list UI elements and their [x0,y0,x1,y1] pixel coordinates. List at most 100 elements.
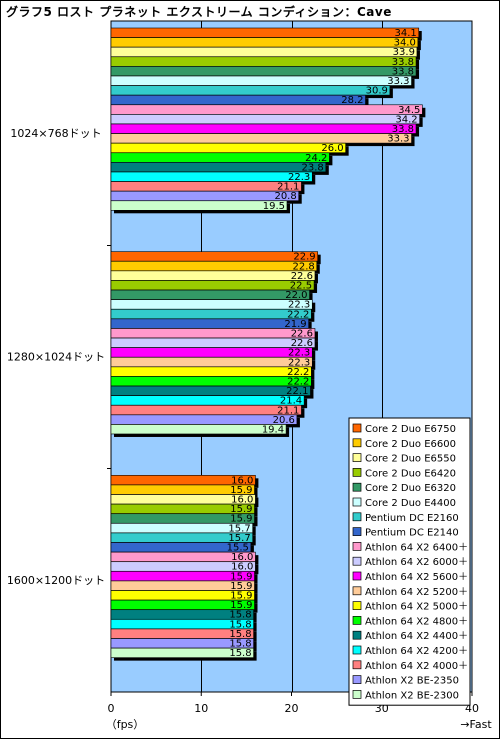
data-label: 22.1 [286,386,308,397]
bar [110,366,312,377]
bar [110,270,316,281]
bar [110,114,420,125]
bar [110,404,302,416]
bar [110,385,311,396]
data-label: 22.3 [288,172,310,183]
bar [110,46,418,58]
data-label: 15.9 [230,571,252,582]
bar [110,414,298,425]
legend-box [348,417,471,706]
data-label: 22.2 [287,376,309,387]
legend-swatch [352,571,362,581]
data-label: 15.9 [230,581,252,592]
legend-label: Core 2 Duo E6750 [365,424,456,435]
data-label: 21.4 [280,396,302,407]
data-label: 33.3 [387,134,409,145]
data-label: 22.3 [288,357,310,368]
bar [110,152,330,163]
data-label: 15.9 [230,514,252,525]
data-label: 22.9 [293,252,315,263]
data-label: 15.9 [230,600,252,611]
bar [110,289,310,300]
legend-swatch [352,690,362,699]
data-label: 24.2 [305,153,327,164]
legend-label: Athlon 64 X2 4400＋ [365,631,468,642]
legend-swatch [352,660,362,670]
data-label: 16.0 [231,475,253,486]
bar [110,424,287,435]
bar [110,37,419,48]
bar [110,56,417,67]
bar [110,356,313,368]
legend-swatch [352,542,362,551]
legend-label: Core 2 Duo E6420 [365,468,456,479]
data-label: 33.8 [392,66,414,77]
bar [110,75,412,86]
data-label: 15.7 [228,523,250,534]
legend-label: Core 2 Duo E4400 [365,498,456,509]
x-tick-label: 10 [194,702,208,715]
data-label: 15.7 [228,533,250,544]
legend-swatch [352,527,362,536]
data-label: 22.3 [288,348,310,359]
legend-label: Athlon 64 X2 4200＋ [365,646,468,657]
data-label: 34.5 [398,105,420,116]
legend-swatch [352,630,362,640]
data-label: 22.6 [291,271,313,282]
x-tick-label: 20 [285,702,299,715]
category-label: 1600×1200ドット [7,574,105,587]
data-label: 33.8 [392,124,414,135]
legend-label: Athlon 64 X2 5200＋ [365,587,468,598]
bar [110,328,316,339]
data-label: 15.5 [227,543,249,554]
data-label: 19.5 [263,201,285,212]
data-label: 33.3 [387,76,409,87]
bar [110,133,412,144]
data-label: 21.9 [284,319,306,330]
data-label: 16.0 [231,552,253,563]
bar [110,190,300,201]
data-label: 21.1 [277,182,299,193]
data-label: 15.8 [229,639,251,650]
legend-label: Athlon 64 X2 6000＋ [365,557,468,568]
bar [110,200,288,211]
bar [110,85,391,96]
legend-label: Core 2 Duo E6550 [365,454,456,465]
x-axis-label: （fps） [106,718,145,731]
legend-label: Athlon X2 BE-2350 [365,676,459,687]
bar [110,376,312,387]
legend-swatch [352,601,362,610]
legend-swatch [352,453,362,462]
legend-swatch [352,423,362,433]
legend-swatch [352,497,362,507]
bar [110,318,309,329]
data-label: 22.2 [287,367,309,378]
bar [110,94,366,105]
category-label: 1280×1024ドット [7,351,105,364]
bar [110,66,417,77]
data-label: 28.2 [341,95,363,106]
legend-label: Athlon 64 X2 4000＋ [365,661,468,672]
data-label: 21.1 [277,405,299,416]
data-label: 22.5 [290,280,312,291]
data-label: 15.8 [229,610,251,621]
bar [110,280,315,291]
bar [110,260,318,272]
bar [110,308,312,320]
legend-swatch [352,438,362,448]
bar [110,162,327,173]
legend-swatch [352,675,362,684]
data-label: 22.6 [291,328,313,339]
legend-label: Athlon 64 X2 6400＋ [365,542,468,553]
data-label: 15.9 [230,504,252,515]
data-label: 15.8 [229,629,251,640]
legend-label: Core 2 Duo E6320 [365,483,456,494]
legend-swatch [352,645,362,655]
legend-swatch [352,616,362,625]
data-label: 34.0 [394,38,416,49]
bar [110,181,302,192]
bar [110,27,420,38]
legend-swatch [352,556,362,566]
bar [110,299,313,310]
